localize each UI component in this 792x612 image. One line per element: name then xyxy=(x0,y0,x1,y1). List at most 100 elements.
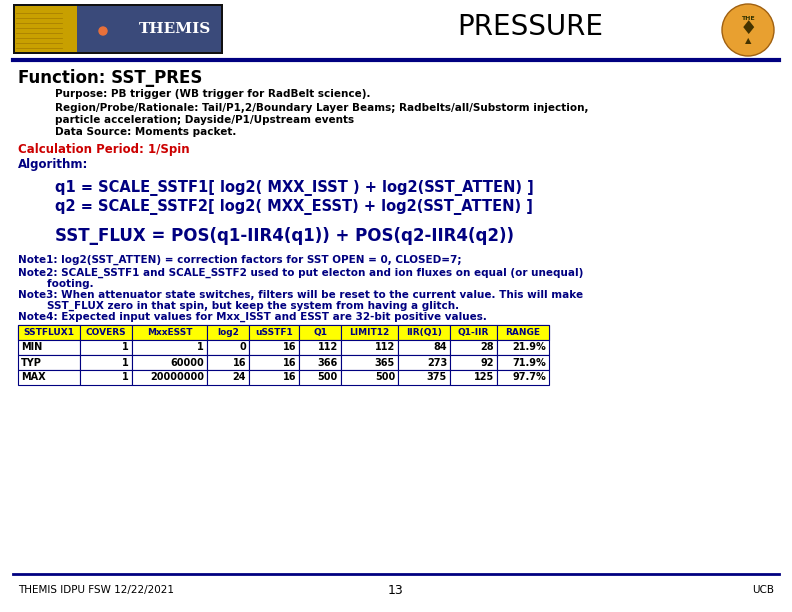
Bar xyxy=(398,370,450,385)
Text: 28: 28 xyxy=(481,343,494,353)
Text: PRESSURE: PRESSURE xyxy=(457,13,603,41)
Text: 112: 112 xyxy=(375,343,395,353)
Text: 500: 500 xyxy=(375,373,395,382)
Bar xyxy=(18,325,80,340)
Bar xyxy=(249,340,299,355)
Text: MxxESST: MxxESST xyxy=(147,328,192,337)
Bar xyxy=(77,6,221,52)
Text: log2: log2 xyxy=(217,328,239,337)
Bar xyxy=(207,355,249,370)
Bar xyxy=(249,370,299,385)
Bar xyxy=(341,370,398,385)
Text: COVERS: COVERS xyxy=(86,328,126,337)
Text: Note3: When attenuator state switches, filters will be reset to the current valu: Note3: When attenuator state switches, f… xyxy=(18,290,583,300)
Text: 20000000: 20000000 xyxy=(150,373,204,382)
Text: ♦: ♦ xyxy=(739,20,756,39)
Text: SST_FLUX = POS(q1-IIR4(q1)) + POS(q2-IIR4(q2)): SST_FLUX = POS(q1-IIR4(q1)) + POS(q2-IIR… xyxy=(55,227,514,245)
Bar xyxy=(80,325,132,340)
Bar xyxy=(132,355,207,370)
Text: 60000: 60000 xyxy=(170,357,204,367)
Text: 112: 112 xyxy=(318,343,338,353)
Text: 24: 24 xyxy=(233,373,246,382)
Text: Q1-IIR: Q1-IIR xyxy=(458,328,489,337)
Text: 1: 1 xyxy=(122,357,129,367)
Bar xyxy=(18,340,80,355)
Text: 71.9%: 71.9% xyxy=(512,357,546,367)
Text: SSTFLUX1: SSTFLUX1 xyxy=(24,328,74,337)
Bar xyxy=(132,325,207,340)
Text: RANGE: RANGE xyxy=(505,328,540,337)
Text: 13: 13 xyxy=(388,583,404,597)
Bar xyxy=(450,370,497,385)
Bar xyxy=(299,340,341,355)
Text: 21.9%: 21.9% xyxy=(512,343,546,353)
Circle shape xyxy=(722,4,774,56)
Bar xyxy=(299,355,341,370)
Bar xyxy=(497,355,549,370)
Text: 84: 84 xyxy=(433,343,447,353)
Text: MAX: MAX xyxy=(21,373,46,382)
Text: 16: 16 xyxy=(283,357,296,367)
Text: TYP: TYP xyxy=(21,357,42,367)
Bar xyxy=(132,340,207,355)
Bar xyxy=(18,325,549,340)
Text: SST_FLUX zero in that spin, but keep the system from having a glitch.: SST_FLUX zero in that spin, but keep the… xyxy=(18,301,459,312)
Text: uSSTF1: uSSTF1 xyxy=(255,328,293,337)
Circle shape xyxy=(99,27,107,35)
Bar xyxy=(299,370,341,385)
Text: 97.7%: 97.7% xyxy=(512,373,546,382)
Text: THEMIS IDPU FSW 12/22/2021: THEMIS IDPU FSW 12/22/2021 xyxy=(18,585,174,595)
Text: 125: 125 xyxy=(474,373,494,382)
Text: Note1: log2(SST_ATTEN) = correction factors for SST OPEN = 0, CLOSED=7;: Note1: log2(SST_ATTEN) = correction fact… xyxy=(18,255,462,265)
Text: ▲: ▲ xyxy=(744,37,752,45)
Text: 365: 365 xyxy=(375,357,395,367)
Text: q2 = SCALE_SSTF2[ log2( MXX_ESST) + log2(SST_ATTEN) ]: q2 = SCALE_SSTF2[ log2( MXX_ESST) + log2… xyxy=(55,199,533,215)
Text: 273: 273 xyxy=(427,357,447,367)
Text: THE: THE xyxy=(741,17,755,21)
Text: LIMIT12: LIMIT12 xyxy=(349,328,390,337)
Bar xyxy=(497,340,549,355)
Text: q1 = SCALE_SSTF1[ log2( MXX_ISST ) + log2(SST_ATTEN) ]: q1 = SCALE_SSTF1[ log2( MXX_ISST ) + log… xyxy=(55,180,534,196)
Text: MIN: MIN xyxy=(21,343,42,353)
Text: 92: 92 xyxy=(481,357,494,367)
Bar xyxy=(341,325,398,340)
Bar xyxy=(207,340,249,355)
Bar xyxy=(207,370,249,385)
Bar xyxy=(398,340,450,355)
Bar xyxy=(80,355,132,370)
Bar xyxy=(341,340,398,355)
Text: Q1: Q1 xyxy=(313,328,327,337)
Text: 16: 16 xyxy=(283,343,296,353)
Text: Function: SST_PRES: Function: SST_PRES xyxy=(18,69,203,87)
Bar xyxy=(132,370,207,385)
Text: 1: 1 xyxy=(122,373,129,382)
Bar xyxy=(341,355,398,370)
Text: 1: 1 xyxy=(197,343,204,353)
Text: footing.: footing. xyxy=(18,279,93,289)
Bar xyxy=(249,325,299,340)
Text: Data Source: Moments packet.: Data Source: Moments packet. xyxy=(55,127,236,137)
Text: Note2: SCALE_SSTF1 and SCALE_SSTF2 used to put electon and ion fluxes on equal (: Note2: SCALE_SSTF1 and SCALE_SSTF2 used … xyxy=(18,268,584,278)
Bar xyxy=(497,325,549,340)
Text: IIR(Q1): IIR(Q1) xyxy=(406,328,442,337)
Text: Algorithm:: Algorithm: xyxy=(18,158,89,171)
Text: 16: 16 xyxy=(233,357,246,367)
Text: 0: 0 xyxy=(239,343,246,353)
Bar xyxy=(80,340,132,355)
Bar xyxy=(15,6,77,52)
Bar xyxy=(497,370,549,385)
Text: UCB: UCB xyxy=(752,585,774,595)
Text: Purpose: PB trigger (WB trigger for RadBelt science).: Purpose: PB trigger (WB trigger for RadB… xyxy=(55,89,371,99)
Bar xyxy=(18,355,80,370)
Text: 375: 375 xyxy=(427,373,447,382)
Bar xyxy=(80,370,132,385)
Text: 366: 366 xyxy=(318,357,338,367)
Text: THEMIS: THEMIS xyxy=(139,22,211,36)
Bar xyxy=(13,4,223,54)
Bar xyxy=(207,325,249,340)
Text: Calculation Period: 1/Spin: Calculation Period: 1/Spin xyxy=(18,143,189,156)
Bar xyxy=(398,355,450,370)
Bar xyxy=(398,325,450,340)
Text: 1: 1 xyxy=(122,343,129,353)
Text: Note4: Expected input values for Mxx_ISST and ESST are 32-bit positive values.: Note4: Expected input values for Mxx_ISS… xyxy=(18,312,487,323)
